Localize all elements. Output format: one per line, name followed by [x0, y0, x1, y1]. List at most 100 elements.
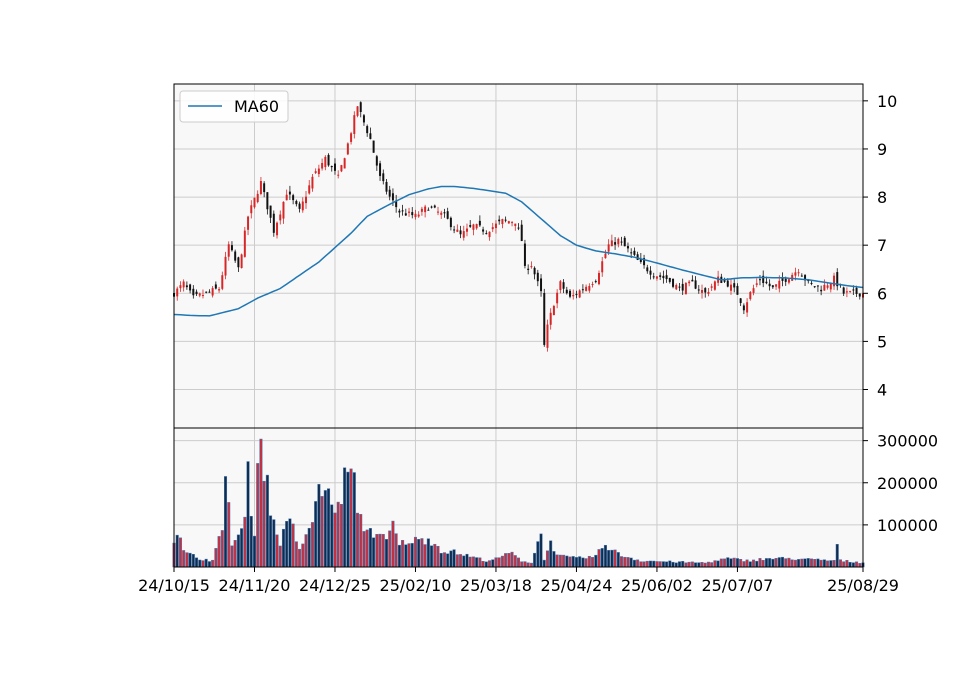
candle-body [726, 280, 729, 287]
volume-bar [307, 527, 311, 568]
candle-body [263, 183, 266, 193]
candle-body [765, 281, 768, 284]
candle-body [816, 285, 819, 287]
candle-body [810, 282, 813, 284]
volume-bar [851, 562, 855, 568]
candle-body [546, 324, 549, 348]
candle-body [504, 219, 507, 221]
candle-body [833, 275, 836, 287]
volume-bar [452, 549, 456, 568]
candle-body [456, 229, 459, 232]
volume-bar [642, 561, 646, 568]
volume-bar [793, 559, 797, 568]
candle-body [707, 291, 710, 294]
candle-body [665, 275, 668, 280]
volume-bar [484, 561, 488, 568]
volume-bar [462, 555, 466, 568]
candle-body [308, 185, 311, 194]
volume-bar [645, 560, 649, 568]
volume-bar [819, 559, 823, 568]
volume-bar [677, 561, 681, 568]
volume-bar [858, 563, 862, 568]
volume-bar [578, 556, 582, 568]
candle-body [424, 206, 427, 213]
candle-body [295, 200, 298, 205]
candle-body [446, 211, 449, 219]
volume-bar [214, 548, 218, 568]
candle-body [643, 258, 646, 266]
volume-bar [320, 496, 324, 568]
candle-body [527, 268, 530, 270]
candle-body [305, 196, 308, 204]
volume-bar [259, 438, 263, 568]
candle-body [688, 281, 691, 284]
volume-bar [246, 461, 250, 568]
volume-bar [285, 521, 289, 568]
volume-bar [362, 531, 366, 568]
volume-axis: 100000 200000 300000 [863, 432, 938, 535]
candle-body [366, 126, 369, 134]
volume-bar [697, 562, 701, 568]
volume-bar [510, 551, 514, 568]
candle-body [485, 233, 488, 235]
candle-body [391, 193, 394, 201]
candle-body [285, 194, 288, 201]
volume-bar [591, 557, 595, 568]
volume-bar [278, 545, 282, 568]
candle-body [543, 292, 546, 345]
volume-bar [420, 538, 424, 568]
volume-bar [497, 557, 501, 568]
volume-bar [365, 529, 369, 568]
date-tick-label: 25/04/24 [541, 576, 613, 595]
volume-bar [616, 552, 620, 568]
volume-bar [410, 543, 414, 568]
volume-bar [668, 560, 672, 568]
candle-body [855, 287, 858, 294]
volume-bar [423, 544, 427, 568]
volume-bar [417, 539, 421, 568]
candle-body [398, 210, 401, 213]
volume-bar [442, 552, 446, 568]
candle-body [517, 227, 520, 229]
volume-bar [230, 545, 234, 568]
date-axis: 24/10/15 24/11/20 24/12/25 25/02/10 25/03/18… [138, 567, 899, 595]
candle-body [282, 201, 285, 219]
volume-bar [774, 558, 778, 568]
volume-bar [558, 554, 562, 568]
volume-bar [755, 560, 759, 568]
volume-bar [433, 543, 437, 568]
volume-bar [352, 472, 356, 568]
candle-body [214, 284, 217, 289]
volume-bar [439, 553, 443, 568]
volume-bar [269, 515, 273, 568]
candle-body [269, 205, 272, 218]
volume-bar [809, 558, 813, 568]
volume-bar [613, 549, 617, 568]
volume-bar [178, 537, 182, 568]
date-tick-label: 25/06/02 [621, 576, 693, 595]
volume-bar [758, 558, 762, 568]
candle-body [276, 222, 279, 236]
candle-body [849, 290, 852, 292]
volume-bar [204, 558, 208, 568]
volume-bar [600, 548, 604, 568]
candle-body [195, 291, 198, 295]
candle-body [205, 291, 208, 293]
volume-bar [597, 549, 601, 568]
candle-body [250, 205, 253, 214]
candle-body [314, 171, 317, 173]
volume-bar [549, 540, 553, 568]
volume-bar [681, 561, 685, 568]
volume-bar [317, 484, 321, 568]
volume-bar [185, 552, 189, 568]
candle-body [247, 216, 250, 230]
volume-bar [806, 558, 810, 568]
volume-bar [413, 536, 417, 568]
candle-body [771, 285, 774, 288]
candle-body [742, 305, 745, 311]
volume-bar [520, 561, 524, 568]
candle-body [494, 223, 497, 229]
date-tick-label: 24/11/20 [219, 576, 291, 595]
candle-body [488, 231, 491, 238]
